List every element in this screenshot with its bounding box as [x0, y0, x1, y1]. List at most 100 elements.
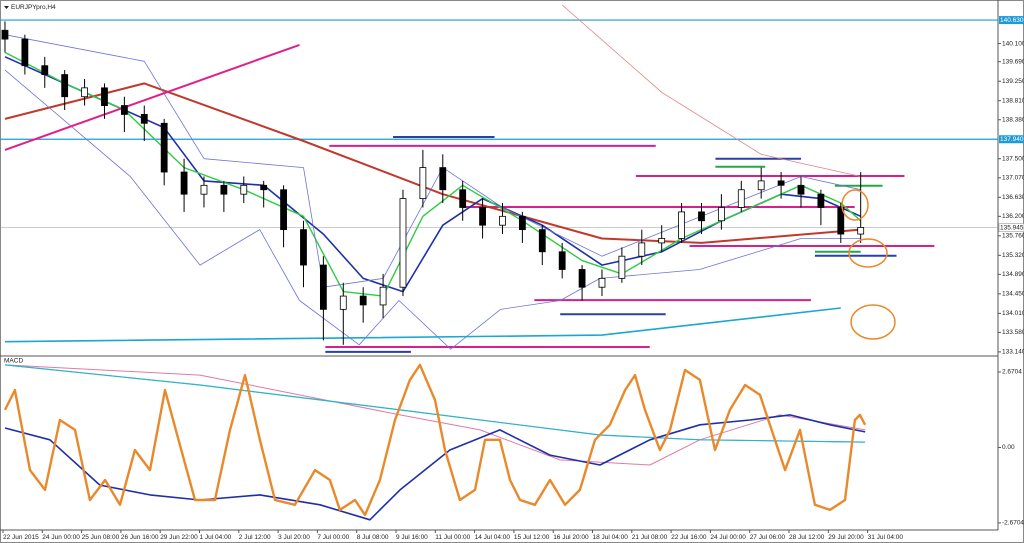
candle-body	[140, 114, 148, 124]
time-label: 22 Jul 16:00	[671, 534, 707, 541]
candle-body	[499, 215, 506, 226]
annotation-circle	[841, 189, 869, 221]
indicator-line	[4, 414, 866, 521]
macd-pane: 2.6704 0.00 -2.6704 22 Jun 2015 24 Jun 00:00…	[2, 363, 1024, 541]
y-tick-label: 138.810	[1002, 97, 1024, 104]
y-tick-label: 140.100	[1002, 40, 1024, 47]
price-label: 140.630	[1000, 17, 1024, 24]
candle-body	[101, 87, 108, 106]
time-label: 14 Jul 04:00	[475, 534, 511, 541]
candle-body	[479, 207, 486, 226]
candle-body	[1, 29, 9, 40]
time-label: 7 Jul 00:00	[317, 534, 349, 541]
candle-body	[578, 269, 586, 288]
time-label: 26 Jun 16:00	[121, 534, 159, 541]
y-tick-label: 137.500	[1002, 155, 1024, 162]
time-label: 11 Jul 00:00	[435, 534, 470, 541]
candle-body	[538, 229, 546, 253]
candle-body	[439, 167, 447, 191]
indicator-line	[561, 4, 861, 177]
y-tick-label: 2.6704	[1002, 369, 1022, 376]
time-label: 21 Jul 08:00	[632, 534, 668, 541]
candle-body	[717, 207, 725, 222]
candle-body	[797, 184, 805, 195]
price-pane: 140.100 139.690 139.250 138.810 138.380 137.5…	[0, 4, 1024, 356]
candle-body	[280, 189, 287, 231]
indicator-line	[4, 364, 866, 443]
time-label: 24 Jun 00:00	[42, 534, 80, 541]
annotation-circle	[850, 304, 896, 340]
price-label: 137.940	[1000, 136, 1024, 143]
y-tick-label: 134.450	[1002, 291, 1024, 298]
candle-body	[220, 184, 228, 195]
chart-title: EURJPYpro,H4	[11, 4, 56, 11]
current-price-label: 135.945	[1000, 224, 1024, 231]
candle-body	[678, 211, 685, 239]
y-tick-label: 139.250	[1002, 78, 1024, 85]
time-label: 1 Jul 04:00	[200, 534, 232, 541]
time-label: 22 Jun 2015	[3, 534, 39, 541]
price-label-bg	[999, 135, 1024, 144]
candle-body	[21, 38, 29, 67]
candle-body	[81, 87, 88, 98]
candle-body	[777, 180, 785, 186]
candle-body	[240, 184, 248, 195]
y-tick-label: 135.760	[1002, 233, 1024, 240]
time-label: 29 Jun 22:00	[160, 534, 198, 541]
y-tick-label: 134.010	[1002, 310, 1024, 317]
price-label-bg	[999, 16, 1024, 25]
time-label: 28 Jul 12:00	[789, 534, 825, 541]
time-label: 18 Jul 04:00	[593, 534, 629, 541]
candle-body	[120, 105, 128, 115]
candle-body	[260, 184, 268, 191]
indicator-line	[4, 307, 841, 343]
candle-body	[558, 251, 566, 270]
time-label: 31 Jul 04:00	[868, 534, 904, 541]
indicator-line	[4, 69, 861, 350]
y-tick-label: 134.890	[1002, 271, 1024, 278]
time-label: 2 Jul 12:00	[239, 534, 271, 541]
candle-body	[399, 198, 407, 288]
time-label: 9 Jul 16:00	[396, 534, 428, 541]
candle-body	[757, 180, 765, 191]
candle-body	[419, 167, 427, 200]
time-label: 15 Jul 12:00	[514, 534, 550, 541]
candle-body	[160, 122, 168, 173]
candle-body	[180, 171, 188, 195]
y-tick-label: 133.580	[1002, 329, 1024, 336]
candle-body	[837, 207, 845, 235]
time-label: 3 Jul 20:00	[278, 534, 310, 541]
candle-body	[658, 238, 666, 244]
candle-body	[319, 264, 327, 310]
annotation-circle	[848, 238, 888, 268]
time-label: 8 Jul 08:00	[357, 534, 389, 541]
y-tick-label: 0.00	[1002, 444, 1015, 451]
y-tick-label: -2.6704	[1002, 520, 1024, 527]
candle-body	[339, 295, 347, 310]
candle-body	[61, 74, 69, 98]
y-tick-label: 133.140	[1002, 349, 1024, 356]
menu-arrow	[4, 6, 9, 9]
candle-body	[359, 295, 367, 306]
y-tick-label: 138.380	[1002, 116, 1024, 123]
indicator-line	[4, 364, 866, 466]
candle-body	[41, 65, 49, 75]
y-tick-label: 136.630	[1002, 194, 1024, 201]
indicator-line	[3, 363, 867, 517]
candle-body	[857, 227, 865, 235]
candle-body	[817, 193, 825, 208]
candle-body	[459, 189, 467, 208]
y-tick-label: 137.070	[1002, 175, 1024, 182]
candle-body	[737, 189, 745, 208]
indicator-line	[4, 43, 300, 151]
y-tick-label: 136.200	[1002, 213, 1024, 220]
time-label: 25 Jun 08:00	[82, 534, 120, 541]
candle-body	[638, 242, 646, 257]
candle-body	[698, 211, 705, 222]
time-label: 29 Jul 20:00	[828, 534, 864, 541]
candle-body	[200, 184, 208, 195]
time-label: 27 Jul 06:00	[750, 534, 786, 541]
candle-body	[518, 215, 526, 231]
